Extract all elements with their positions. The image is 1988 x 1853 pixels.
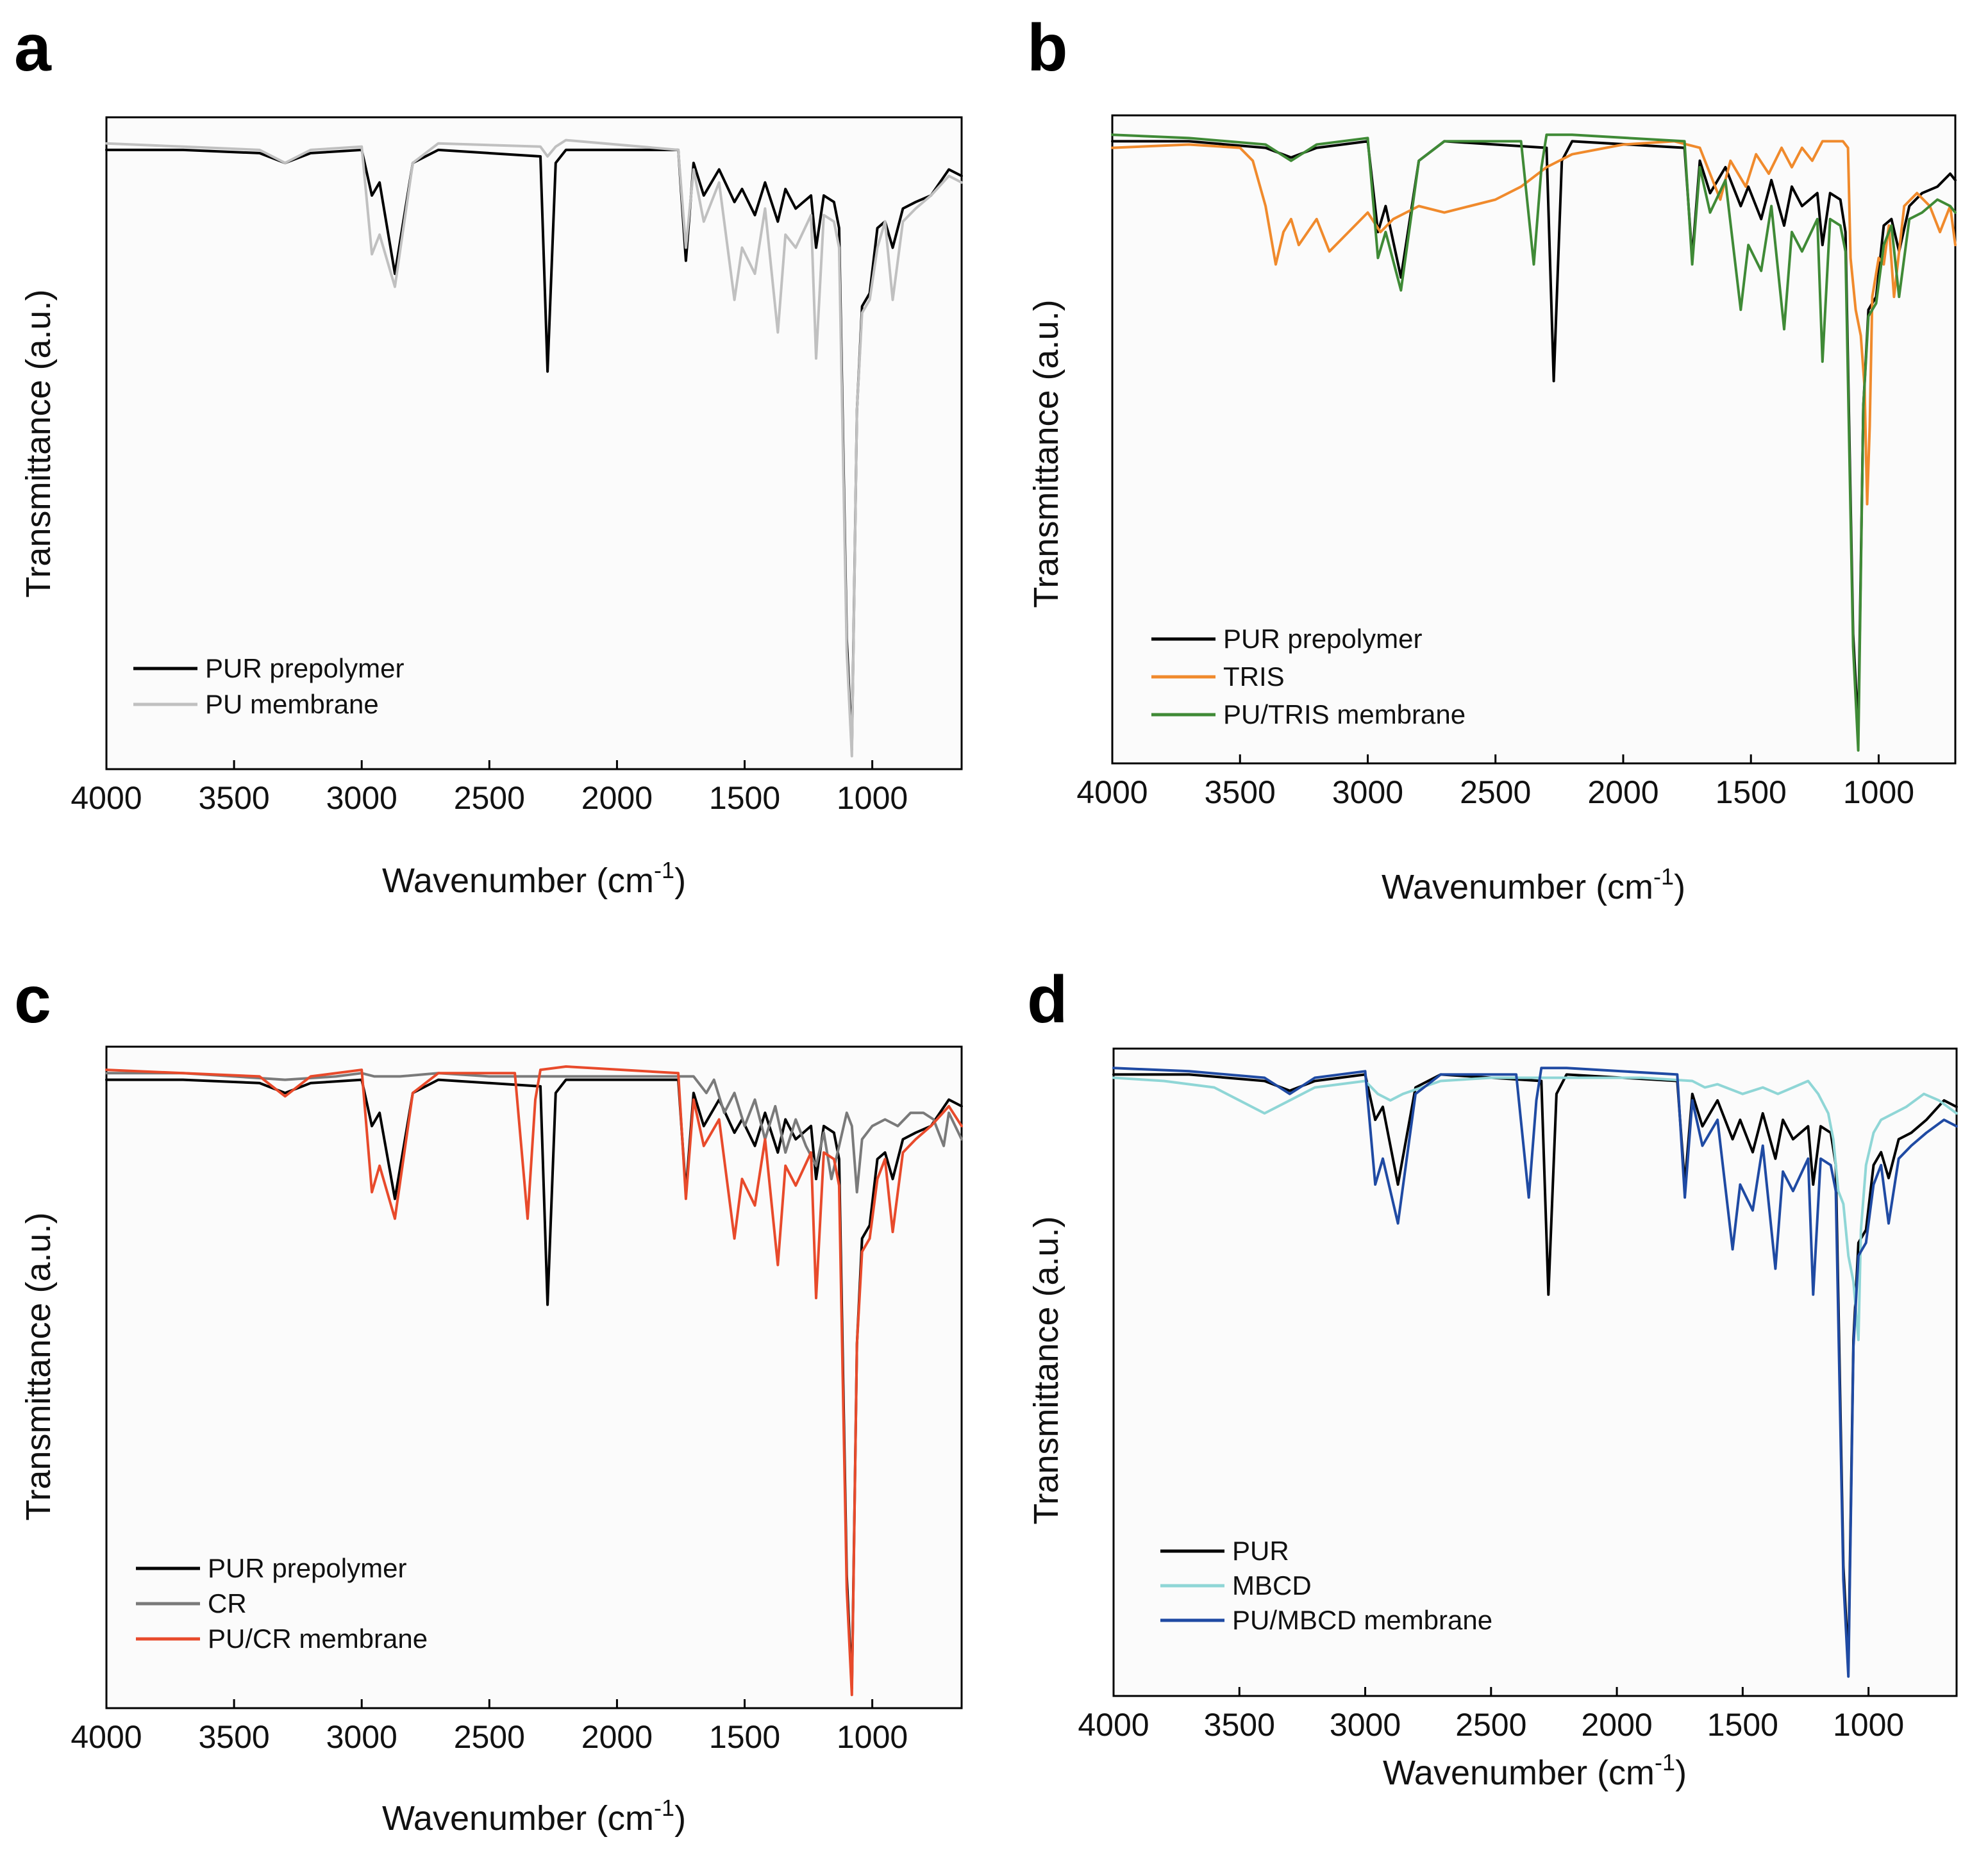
x-tick-label-b-4000: 4000 [1076, 774, 1148, 810]
x-tick-label-c-3000: 3000 [326, 1719, 397, 1755]
x-axis-label-d: Wavenumber (cm-1) [1383, 1749, 1687, 1792]
y-axis-label-b: Transmittance (a.u.) [1027, 299, 1065, 608]
panel-letter-d: d [1027, 963, 1068, 1037]
series-layer-b [1111, 133, 1957, 752]
x-tick-label-c-2000: 2000 [581, 1719, 653, 1755]
panel-b: b 4000 3500 3000 2500 2000 1500 1000 PUR prepo… [1027, 11, 1957, 906]
series-layer-d [1112, 1067, 1958, 1678]
x-tick-label-b-2500: 2500 [1460, 774, 1531, 810]
x-axis-label-text-a: Wavenumber (cm [382, 861, 654, 900]
y-axis-label-d: Transmittance (a.u.) [1027, 1216, 1065, 1524]
series-line-d-2 [1112, 1076, 1958, 1342]
x-tick-label-a-2000: 2000 [581, 780, 653, 816]
series-line-a-1 [105, 148, 963, 751]
x-tick-label-c-3500: 3500 [198, 1719, 269, 1755]
x-tick-label-a-1500: 1500 [709, 780, 780, 816]
legend-b: PUR prepolymer TRIS PU/TRIS membrane [1151, 624, 1466, 729]
legend-label-c-1: PUR prepolymer [208, 1553, 406, 1583]
panel-d: d 4000 3500 3000 2500 2000 1500 1000 PURMBCDPU… [1027, 963, 1958, 1792]
x-axis-label-close-c: ) [674, 1799, 686, 1838]
legend-label-a-2: PU membrane [205, 689, 379, 719]
series-line-d-1 [1112, 1073, 1958, 1665]
legend-label-d-1: PUR [1232, 1536, 1289, 1566]
legend-label-b-1: PUR prepolymer [1223, 624, 1422, 654]
legend-label-c-3: PU/CR membrane [208, 1624, 428, 1654]
legend-label-b-3: PU/TRIS membrane [1223, 699, 1466, 729]
x-tick-label-d-1000: 1000 [1833, 1707, 1904, 1743]
x-ticks-d: 4000 3500 3000 2500 2000 1500 1000 [1078, 1687, 1904, 1743]
series-line-a-2 [105, 138, 963, 758]
legend-label-c-2: CR [208, 1588, 247, 1618]
x-tick-label-d-3000: 3000 [1330, 1707, 1401, 1743]
x-tick-label-b-3000: 3000 [1332, 774, 1403, 810]
series-line-c-3 [105, 1065, 963, 1697]
series-line-d-3 [1112, 1067, 1958, 1678]
legend-d: PUR MBCD PU/MBCD membrane [1160, 1536, 1492, 1635]
series-line-b-2 [1111, 140, 1957, 506]
x-axis-label-sup-c: -1 [654, 1795, 674, 1821]
x-tick-label-c-1500: 1500 [709, 1719, 780, 1755]
panel-a: a 4000 3500 3000 2500 2000 1500 1000 PUR prepo… [14, 11, 963, 900]
x-tick-label-d-2500: 2500 [1455, 1707, 1526, 1743]
x-tick-label-c-4000: 4000 [71, 1719, 142, 1755]
series-line-b-3 [1111, 133, 1957, 752]
x-axis-label-sup-b: -1 [1653, 863, 1674, 890]
x-tick-label-c-1000: 1000 [837, 1719, 908, 1755]
x-ticks-a: 4000 3500 3000 2500 2000 1500 1000 [71, 760, 908, 816]
x-tick-label-a-3000: 3000 [326, 780, 397, 816]
y-axis-label-a: Transmittance (a.u.) [19, 289, 58, 597]
x-ticks-b: 4000 3500 3000 2500 2000 1500 1000 [1076, 754, 1914, 810]
legend-label-d-2: MBCD [1232, 1570, 1312, 1600]
x-axis-label-close-d: ) [1675, 1754, 1687, 1792]
x-axis-label-sup-d: -1 [1655, 1749, 1675, 1775]
x-tick-label-b-1000: 1000 [1843, 774, 1914, 810]
legend-a: PUR prepolymer PU membrane [133, 653, 404, 719]
series-line-b-1 [1111, 140, 1957, 733]
x-tick-label-d-3500: 3500 [1204, 1707, 1275, 1743]
series-layer-c [105, 1065, 963, 1697]
x-axis-label-a: Wavenumber (cm-1) [382, 857, 686, 900]
x-tick-label-a-3500: 3500 [198, 780, 269, 816]
x-axis-label-sup-a: -1 [654, 857, 674, 883]
legend-label-d-3: PU/MBCD membrane [1232, 1605, 1492, 1635]
series-line-c-1 [105, 1078, 963, 1690]
x-tick-label-b-2000: 2000 [1587, 774, 1658, 810]
x-tick-label-d-1500: 1500 [1707, 1707, 1778, 1743]
x-tick-label-a-4000: 4000 [71, 780, 142, 816]
x-axis-label-text-c: Wavenumber (cm [382, 1799, 654, 1838]
x-axis-label-close-b: ) [1674, 868, 1685, 906]
panel-letter-b: b [1027, 11, 1068, 85]
x-axis-label-text-d: Wavenumber (cm [1383, 1754, 1655, 1792]
x-axis-label-text-b: Wavenumber (cm [1382, 868, 1653, 906]
series-line-c-2 [105, 1072, 963, 1193]
x-ticks-c: 4000 3500 3000 2500 2000 1500 1000 [71, 1699, 908, 1755]
x-tick-label-d-2000: 2000 [1581, 1707, 1652, 1743]
panel-letter-a: a [14, 11, 52, 85]
x-axis-label-b: Wavenumber (cm-1) [1382, 863, 1685, 906]
x-axis-label-c: Wavenumber (cm-1) [382, 1795, 686, 1838]
x-tick-label-a-2500: 2500 [454, 780, 525, 816]
legend-label-b-2: TRIS [1223, 661, 1285, 692]
x-tick-label-d-4000: 4000 [1078, 1707, 1149, 1743]
legend-c: PUR prepolymer CR PU/CR membrane [136, 1553, 428, 1654]
x-axis-label-close-a: ) [674, 861, 686, 900]
x-tick-label-a-1000: 1000 [837, 780, 908, 816]
y-axis-label-c: Transmittance (a.u.) [19, 1212, 58, 1520]
x-tick-label-b-3500: 3500 [1205, 774, 1276, 810]
series-layer-a [105, 138, 963, 758]
x-tick-label-c-2500: 2500 [454, 1719, 525, 1755]
panel-c: c 4000 3500 3000 2500 2000 1500 1000 PUR prepo… [14, 963, 963, 1838]
x-tick-label-b-1500: 1500 [1716, 774, 1787, 810]
panel-letter-c: c [14, 963, 51, 1037]
legend-label-a-1: PUR prepolymer [205, 653, 404, 683]
